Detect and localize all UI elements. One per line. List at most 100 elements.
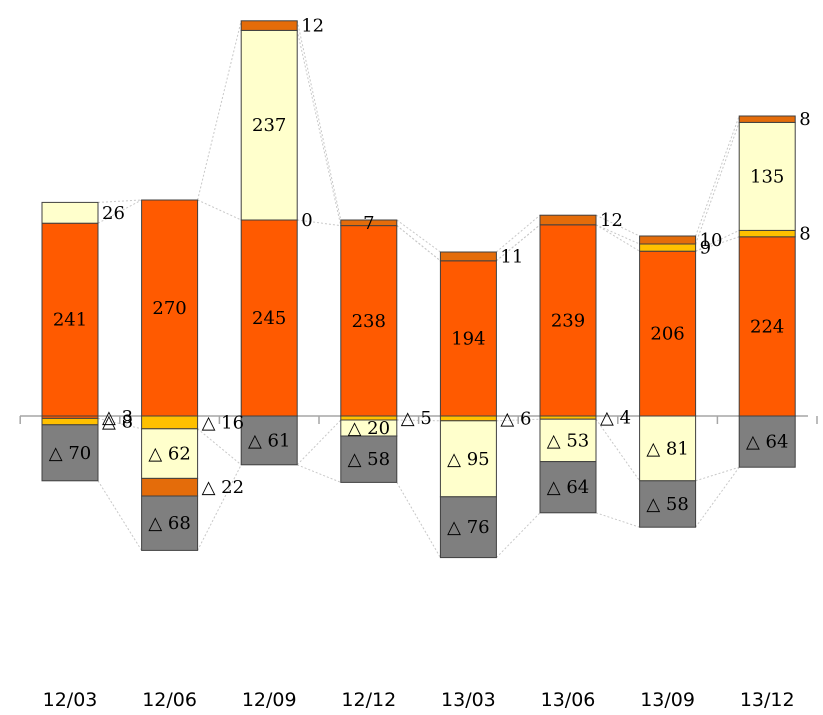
bar-segment-dark-orange (340, 225, 398, 417)
connector-line (296, 20, 342, 221)
x-tick-label: 12/06 (142, 689, 197, 711)
connector-line (496, 224, 541, 262)
bar-segment-neg-gray (738, 415, 796, 468)
data-label: 8 (799, 224, 810, 245)
bar-segment-neg-dark-orange (141, 477, 199, 497)
data-label: 237 (252, 115, 286, 136)
connector-line (595, 512, 640, 528)
connector-line (296, 30, 342, 226)
data-label: 0 (301, 210, 312, 231)
connector-line (695, 229, 740, 252)
bar-segment-top-orange (639, 235, 697, 245)
data-label: 9 (700, 238, 711, 259)
connector-line (396, 225, 441, 262)
data-label: 270 (152, 298, 186, 319)
connector-line (496, 512, 541, 558)
bar-segment-neg-gray (639, 480, 697, 528)
bar-segment-light-yellow (41, 201, 99, 224)
bar-segment-neg-light (639, 415, 697, 482)
data-label: △ 53 (547, 430, 589, 451)
x-tick-label: 13/03 (441, 689, 496, 711)
connector-line (595, 214, 640, 237)
bar-segment-neg-yellow (439, 415, 497, 422)
data-label: △ 76 (447, 517, 489, 538)
connector-line (595, 418, 641, 482)
connector-line (297, 464, 341, 483)
x-tick-label: 13/12 (740, 689, 795, 711)
data-label: △ 64 (547, 477, 589, 498)
connector-line (695, 115, 740, 237)
bar-segment-neg-light (539, 418, 597, 463)
data-label: △ 4 (600, 408, 631, 429)
x-tick-label: 13/09 (640, 689, 695, 711)
bar-segment-neg-light (141, 428, 199, 479)
data-label: 241 (53, 310, 87, 331)
data-label: △ 5 (401, 408, 432, 429)
connector-line (197, 428, 242, 466)
bar-segment-neg-gray (141, 495, 199, 551)
data-label: 239 (551, 310, 585, 331)
bar-segment-top-orange (738, 115, 796, 123)
data-label: △ 3 (102, 407, 133, 428)
bar-segment-light-yellow (240, 29, 298, 221)
bar-segment-neg-gray (340, 435, 398, 483)
bar-segment-neg-gray (240, 415, 298, 466)
x-tick-label: 12/09 (242, 689, 297, 711)
data-label: △ 58 (348, 449, 390, 470)
data-label: 11 (500, 246, 523, 267)
bar-segment-neg-gray (41, 424, 99, 482)
connector-line (595, 224, 640, 252)
data-label: △ 22 (202, 477, 244, 498)
bar-segment-neg-gray (439, 496, 497, 559)
x-tick-label: 12/03 (43, 689, 98, 711)
data-label: △ 95 (447, 449, 489, 470)
data-label: 206 (650, 324, 684, 345)
bar-segment-top-orange (539, 214, 597, 226)
bar-segment-neg-gray (539, 461, 597, 514)
connector-line (197, 20, 242, 201)
data-label: △ 81 (646, 438, 688, 459)
data-label: 238 (352, 311, 386, 332)
data-label: △ 58 (646, 494, 688, 515)
connector-line (695, 466, 740, 528)
data-label: 135 (750, 166, 784, 187)
data-label: △ 16 (202, 412, 244, 433)
data-label: 194 (451, 328, 485, 349)
bar-segment-dark-orange (539, 224, 597, 417)
data-label: 10 (700, 230, 723, 251)
bar-segment-top-orange (340, 219, 398, 227)
data-label: △ 62 (148, 444, 190, 465)
bar-segment-dark-orange (639, 250, 697, 417)
data-label: △ 64 (746, 432, 788, 453)
data-label: 8 (799, 109, 810, 130)
connector-line (97, 417, 142, 430)
bars (41, 20, 796, 559)
data-label: △ 20 (348, 418, 390, 439)
connector-line (396, 219, 441, 253)
connector-line (197, 464, 242, 551)
bar-segment-dark-orange (141, 199, 199, 417)
bar-segment-dark-orange (439, 260, 497, 417)
data-label: 12 (301, 16, 324, 37)
data-label: 12 (600, 210, 623, 231)
bar-segment-light-yellow (738, 121, 796, 231)
connector-line (695, 466, 740, 482)
connector-line (97, 199, 142, 203)
connector-line (496, 214, 541, 253)
bar-segment-yellow (639, 243, 697, 252)
data-label: △ 68 (148, 513, 190, 534)
bar-segment-neg-yellow (141, 415, 199, 430)
bar-segment-neg-yellow (41, 417, 99, 426)
bar-segment-top-orange (439, 251, 497, 262)
data-label: △ 70 (49, 443, 91, 464)
category-labels: 12/03 12/06 12/09 12/12 13/03 13/06 13/09 13/12 (43, 689, 795, 711)
connector-line (296, 419, 342, 466)
data-label: △ 61 (248, 430, 290, 451)
connector-line (297, 219, 341, 227)
bar-segment-neg-light (439, 420, 497, 498)
bar-segment-yellow (738, 229, 796, 238)
connector-line (97, 480, 143, 551)
x-tick-label: 13/06 (541, 689, 596, 711)
